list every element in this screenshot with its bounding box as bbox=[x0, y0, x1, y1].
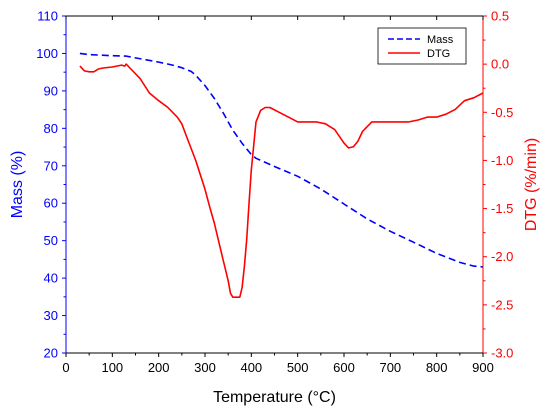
right-y-axis: 0.5 0.0 -0.5 -1.0 -1.5 -2.0 -2.5 -3.0 bbox=[482, 9, 513, 361]
x-tick-label: 500 bbox=[287, 360, 309, 375]
x-tick-label: 700 bbox=[379, 360, 401, 375]
x-axis: 0 100 200 300 400 500 600 700 800 900 bbox=[62, 16, 494, 375]
left-tick-label: 50 bbox=[44, 233, 58, 248]
right-tick-label: -2.5 bbox=[491, 297, 513, 312]
left-y-axis-title: Mass (%) bbox=[9, 151, 26, 219]
legend-label-dtg: DTG bbox=[427, 48, 450, 60]
plot-area bbox=[66, 15, 484, 299]
right-tick-label: -3.0 bbox=[491, 346, 513, 361]
x-tick-label: 0 bbox=[62, 360, 69, 375]
right-tick-label: -2.0 bbox=[491, 249, 513, 264]
x-tick-label: 800 bbox=[426, 360, 448, 375]
x-tick-label: 400 bbox=[240, 360, 262, 375]
x-tick-label: 100 bbox=[101, 360, 123, 375]
legend: Mass DTG bbox=[377, 27, 467, 65]
left-tick-label: 100 bbox=[36, 46, 58, 61]
x-axis-title: Temperature (°C) bbox=[213, 389, 336, 406]
x-tick-label: 300 bbox=[194, 360, 216, 375]
right-tick-label: 0.5 bbox=[491, 9, 509, 24]
left-tick-label: 90 bbox=[44, 83, 58, 98]
x-tick-label: 900 bbox=[472, 360, 494, 375]
legend-label-mass: Mass bbox=[427, 34, 454, 46]
left-tick-label: 110 bbox=[37, 9, 58, 24]
left-tick-label: 80 bbox=[44, 121, 58, 136]
left-tick-label: 60 bbox=[44, 196, 58, 211]
right-y-axis-title: DTG (%/min) bbox=[523, 138, 540, 231]
left-tick-label: 40 bbox=[44, 271, 58, 286]
x-tick-label: 600 bbox=[333, 360, 355, 375]
right-tick-label: -1.0 bbox=[491, 153, 513, 168]
left-y-axis: 20 30 40 50 60 70 80 90 100 110 bbox=[36, 9, 67, 361]
left-tick-label: 70 bbox=[44, 158, 58, 173]
left-tick-label: 20 bbox=[44, 346, 58, 361]
series-line-dtg bbox=[79, 63, 484, 299]
left-tick-label: 30 bbox=[44, 308, 58, 323]
x-tick-label: 200 bbox=[148, 360, 170, 375]
right-tick-label: -0.5 bbox=[491, 105, 513, 120]
right-tick-label: 0.0 bbox=[491, 57, 509, 72]
right-tick-label: -1.5 bbox=[491, 201, 513, 216]
legend-box bbox=[377, 27, 467, 65]
series-line-mass bbox=[79, 52, 484, 268]
